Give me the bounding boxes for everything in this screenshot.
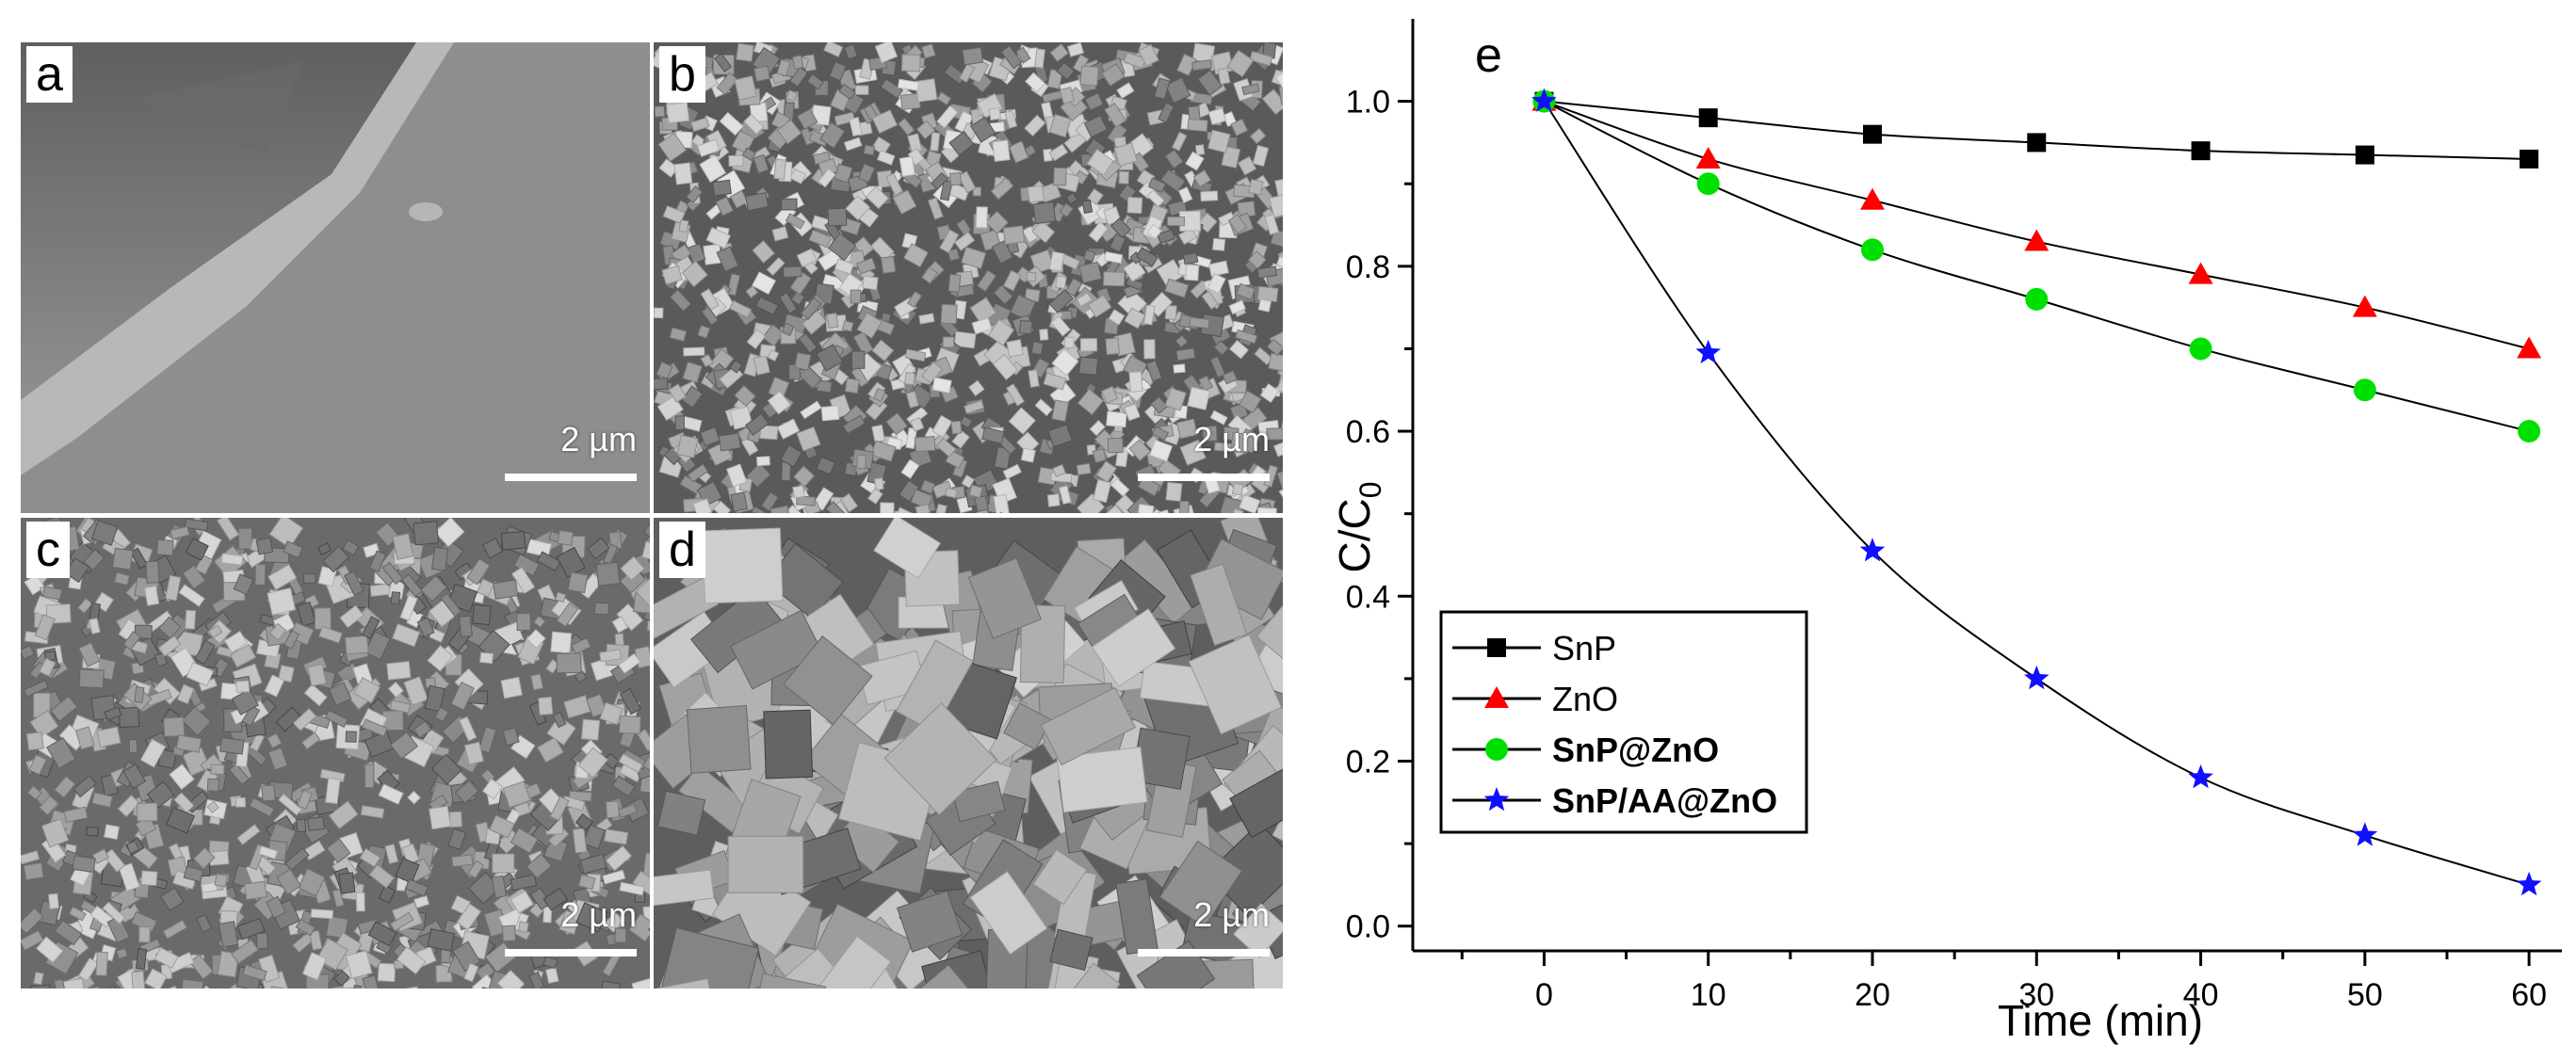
data-point-2 [2518,420,2541,443]
x-tick-label: 60 [2511,977,2547,1013]
scale-bar-b [1138,474,1270,481]
data-point-3 [1695,339,1721,364]
data-point-0 [2191,141,2211,161]
chart-markers [1531,88,2542,896]
scale-bar-label-d: 2 µm [1193,895,1270,934]
data-point-3 [2024,665,2049,690]
chart-axes: 0 10 20 30 40 50 60 0.0 0.2 0.4 0.6 0.8 1.0 [1346,19,2562,1013]
y-tick-label: 0.2 [1346,744,1390,780]
x-tick-label: 20 [1855,977,1890,1013]
data-point-2 [1861,238,1884,262]
x-tick-label: 50 [2347,977,2383,1013]
legend-label: SnP/AA@ZnO [1552,781,1777,820]
sem-image-plates [654,518,1283,989]
scale-bar-a [505,474,637,481]
legend-label: ZnO [1552,680,1618,718]
data-point-1 [2188,262,2213,284]
y-axis-label: C/C0 [1330,481,1387,572]
panel-label-c: c [26,522,70,578]
panel-label-d: d [659,522,705,578]
scale-bar-label-b: 2 µm [1193,420,1270,458]
y-axis-label-group: C/C0 [1330,481,1387,572]
y-tick-label: 0.6 [1346,414,1390,450]
x-tick-label: 0 [1535,977,1553,1013]
y-tick-label: 0.8 [1346,249,1390,285]
legend-label: SnP@ZnO [1552,731,1719,769]
data-point-2 [2189,337,2212,361]
data-point-2 [1696,172,1720,196]
x-axis-label: Time (min) [1998,996,2203,1045]
y-axis-label-main: C/C [1330,498,1379,572]
data-point-0 [2355,145,2374,165]
y-tick-label: 0.0 [1346,909,1390,945]
data-point-3 [2188,764,2213,789]
legend-marker [1487,638,1506,657]
chart-panel-label: e [1475,28,1502,83]
data-point-0 [2519,149,2539,169]
data-point-2 [2353,378,2376,402]
data-point-1 [2352,295,2377,317]
panel-label-b: b [659,46,705,103]
y-axis-label-subscript: 0 [1353,481,1387,498]
data-point-1 [1695,146,1721,169]
sem-panel-a: a 2 µm [21,42,650,513]
y-tick-label: 0.4 [1346,579,1390,615]
legend-marker [1485,738,1508,761]
data-point-1 [2024,229,2049,251]
panel-label-a: a [26,46,73,103]
data-point-3 [1859,538,1886,562]
legend-marker [1484,686,1509,708]
chart-legend: SnP ZnO SnP@ZnO SnP/AA@ZnO [1439,610,1808,834]
x-tick-label: 30 [2018,977,2054,1013]
scale-bar-label-a: 2 µm [560,420,637,458]
degradation-chart: 0 10 20 30 40 50 60 0.0 0.2 0.4 0.6 0.8 1.0 e Time (… [1300,0,2576,1061]
data-point-0 [2027,133,2047,153]
legend-label: SnP [1552,629,1616,667]
sem-panel-d: d 2 µm [654,518,1283,989]
legend-marker [1483,787,1510,812]
sem-image-aggregates [21,518,650,989]
sem-image-grid: a 2 µm b 2 µm c 2 µm d 2 µm [21,42,1283,989]
data-point-2 [2025,287,2049,311]
sem-panel-c: c 2 µm [21,518,650,989]
sem-image-smooth-surface [21,42,650,513]
x-tick-label: 40 [2183,977,2219,1013]
scale-bar-label-c: 2 µm [560,895,637,934]
data-point-3 [2352,822,2378,846]
chart-canvas: 0 10 20 30 40 50 60 0.0 0.2 0.4 0.6 0.8 1.0 e Time (… [1330,19,2562,1045]
data-point-0 [1863,124,1882,144]
sem-panel-b: b 2 µm [654,42,1283,513]
data-point-3 [1531,88,1557,112]
data-point-1 [2517,336,2542,359]
data-point-1 [1860,187,1885,210]
data-point-0 [1698,108,1718,128]
scale-bar-c [505,949,637,957]
scale-bar-d [1138,949,1270,957]
data-point-3 [2516,871,2542,896]
sem-image-fine-grains [654,42,1283,513]
x-tick-label: 10 [1691,977,1726,1013]
y-tick-label: 1.0 [1346,85,1390,121]
